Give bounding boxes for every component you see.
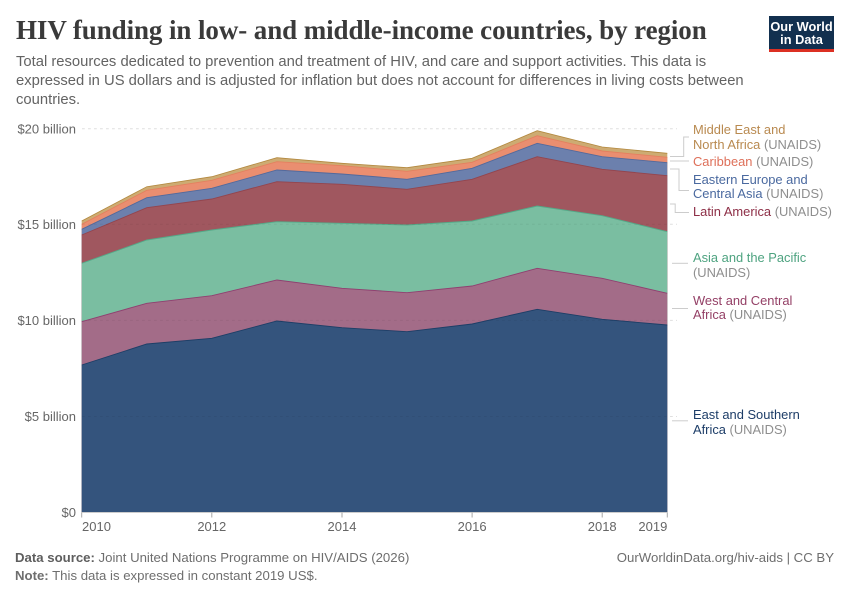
- svg-text:$0: $0: [62, 505, 76, 520]
- svg-text:$15 billion: $15 billion: [17, 217, 76, 232]
- svg-text:2014: 2014: [328, 519, 357, 534]
- svg-text:2012: 2012: [197, 519, 226, 534]
- svg-text:2019: 2019: [638, 519, 667, 534]
- svg-text:2018: 2018: [588, 519, 617, 534]
- svg-text:$5 billion: $5 billion: [25, 409, 76, 424]
- svg-text:2016: 2016: [458, 519, 487, 534]
- svg-text:$10 billion: $10 billion: [17, 313, 76, 328]
- svg-text:$20 billion: $20 billion: [17, 121, 76, 136]
- svg-text:2010: 2010: [82, 519, 111, 534]
